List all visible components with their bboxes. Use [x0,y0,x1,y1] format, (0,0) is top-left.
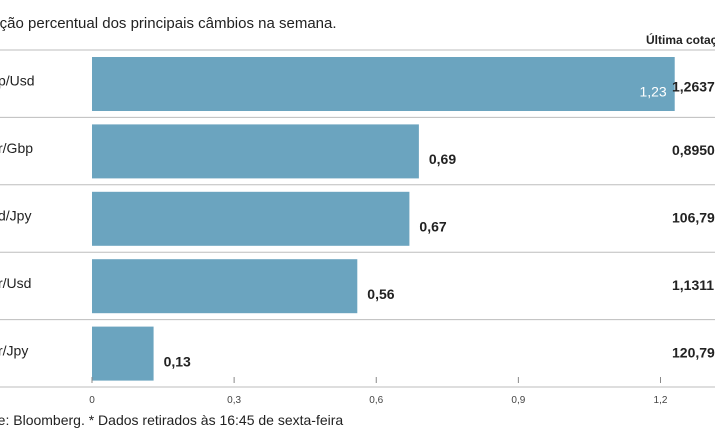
category-label: r/Jpy [0,342,28,358]
x-tick-label: 1,2 [654,395,668,406]
last-quote-value: 120,79 [672,344,715,360]
x-tick-label: 0,9 [511,395,525,406]
bar-usd-jpy [92,191,410,246]
last-quote-value: 0,89508 [672,142,715,158]
x-tick-label: 0 [89,395,95,406]
last-quote-header: Última cotação* [646,33,715,47]
chart-subtitle: riação percentual dos principais câmbios… [0,15,337,32]
category-label: r/Usd [0,275,31,291]
bar-eur-gbp [92,124,419,179]
value-label: 0,67 [419,219,446,235]
value-label: 0,56 [367,286,394,302]
value-label: 0,13 [164,353,191,369]
bar-gbp-usd [92,57,675,111]
source-note: nte: Bloomberg. * Dados retirados às 16:… [0,412,344,428]
last-quote-value: 1,1311 [672,277,714,293]
category-label: r/Gbp [0,140,33,156]
x-tick-label: 0,3 [227,395,241,406]
last-quote-value: 1,2637 [672,79,715,95]
x-tick-label: 0,6 [369,395,383,406]
category-label: d/Jpy [0,208,31,224]
bar-eur-jpy [92,326,154,381]
last-quote-value: 106,79 [672,210,715,226]
bar-eur-usd [92,259,358,314]
value-label: 0,69 [429,151,456,167]
category-label: p/Usd [0,73,35,89]
value-label: 1,23 [639,84,666,100]
